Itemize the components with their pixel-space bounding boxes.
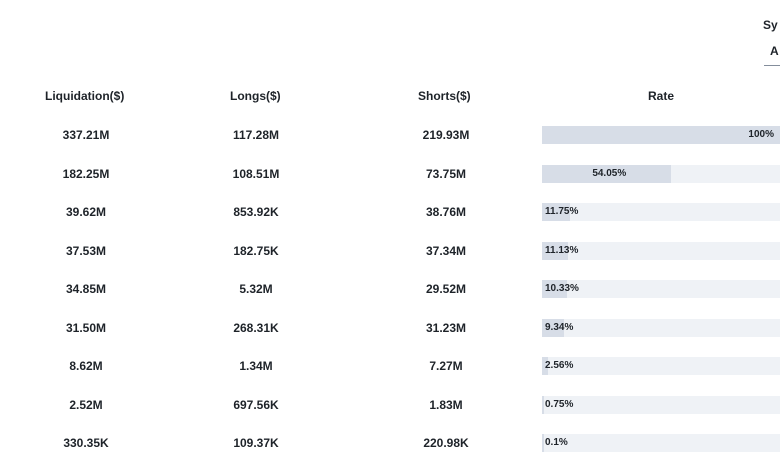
longs-cell: 108.51M [232,166,280,181]
liquidation-cell: 39.62M [65,205,107,219]
shorts-cell: 29.52M [425,282,467,296]
rate-label: 100% [748,129,774,140]
rate-bar-fill [542,203,570,221]
table-row: 337.21M 117.28M 219.93M 100% [0,126,780,164]
rate-bar-track: 11.75% [542,203,780,221]
rate-bar-track: 10.33% [542,280,780,298]
rate-bar-track: 54.05% [542,164,780,183]
rate-column-header: Rate [648,89,675,103]
rate-bar-fill [542,164,671,183]
table-row: 182.25M 108.51M 73.75M 54.05% [0,164,780,203]
liquidation-column-header: Liquidation($) [45,89,125,103]
rate-bar-track: 2.56% [542,357,780,375]
longs-cell: 182.75K [233,243,279,258]
shorts-cell: 37.34M [425,243,467,258]
table-row: 2.52M 697.56K 1.83M 0.75% [0,395,780,434]
shorts-cell: 7.27M [429,359,463,373]
symbol-tab-all[interactable]: A [770,44,779,58]
liquidation-cell: 31.50M [65,320,107,335]
rate-bar-track: 9.34% [542,318,780,337]
rate-label: 0.1% [545,437,568,448]
table-row: 31.50M 268.31K 31.23M 9.34% [0,318,780,357]
liquidation-cell: 37.53M [65,243,107,258]
liquidation-cell: 8.62M [69,359,103,373]
rate-bar-track: 0.1% [542,434,780,452]
rate-bar-track: 100% [542,126,780,144]
shorts-cell: 220.98K [423,436,469,450]
rate-bar-track: 0.75% [542,395,780,414]
rate-label: 2.56% [545,360,574,371]
shorts-cell: 1.83M [429,397,463,412]
rate-label: 11.13% [545,244,579,256]
rate-bar-fill [542,280,567,298]
liquidation-cell: 330.35K [63,436,109,450]
shorts-cell: 31.23M [425,320,467,335]
liquidation-cell: 34.85M [65,282,107,296]
symbol-tab-underline [764,65,780,66]
table-row: 34.85M 5.32M 29.52M 10.33% [0,280,780,318]
shorts-cell: 38.76M [425,205,467,219]
rate-bar-fill [542,357,549,375]
rate-label: 9.34% [545,321,574,333]
longs-cell: 5.32M [239,282,273,296]
shorts-cell: 219.93M [422,128,470,142]
table-row: 39.62M 853.92K 38.76M 11.75% [0,203,780,241]
shorts-column-header: Shorts($) [418,89,471,103]
liquidation-cell: 182.25M [62,166,110,181]
longs-column-header: Longs($) [230,89,281,103]
rate-label: 54.05% [592,167,627,179]
longs-cell: 853.92K [233,205,279,219]
liquidation-cell: 2.52M [69,397,103,412]
table-row: 37.53M 182.75K 37.34M 11.13% [0,241,780,280]
rate-bar-fill [542,318,565,337]
rate-bar-fill [542,241,569,260]
table-row: 330.35K 109.37K 220.98K 0.1% [0,434,780,472]
longs-cell: 117.28M [232,128,280,142]
rate-bar-track: 11.13% [542,241,780,260]
table-row: 8.62M 1.34M 7.27M 2.56% [0,357,780,395]
rate-label: 0.75% [545,398,574,410]
longs-cell: 268.31K [233,320,279,335]
rate-bar-fill [542,434,544,452]
rate-label: 10.33% [545,283,579,294]
longs-cell: 1.34M [239,359,273,373]
liquidation-cell: 337.21M [62,128,110,142]
rate-bar-fill [542,395,544,414]
shorts-cell: 73.75M [425,166,467,181]
symbol-column-header: Sy [763,18,778,32]
longs-cell: 109.37K [233,436,279,450]
longs-cell: 697.56K [233,397,279,412]
rate-bar-fill [542,126,780,144]
rate-label: 11.75% [545,206,579,217]
